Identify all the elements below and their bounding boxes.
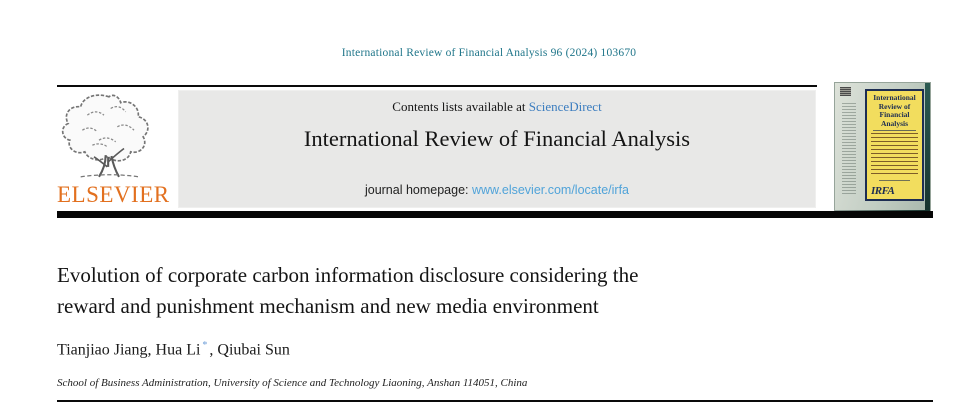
cover-title-line: Review of (878, 101, 911, 111)
elsevier-wordmark: ELSEVIER (57, 182, 170, 207)
article-title-line1: Evolution of corporate carbon informatio… (57, 263, 639, 287)
cover-footer-line (879, 180, 910, 181)
article-title: Evolution of corporate carbon informatio… (57, 260, 877, 322)
corresponding-author-marker[interactable]: * (202, 340, 208, 351)
author-separator: , (209, 341, 218, 359)
elsevier-tree-icon (57, 90, 177, 182)
contents-line-prefix: Contents lists available at (392, 99, 529, 114)
author-list: Tianjiao Jiang, Hua Li *, Qiubai Sun (57, 340, 877, 359)
header-bottom-bar (57, 211, 933, 218)
cover-title-line: International (873, 93, 916, 102)
cover-side-text (842, 103, 856, 195)
header-top-rule (57, 85, 817, 87)
cover-contents-lines (871, 133, 918, 177)
journal-citation-line: International Review of Financial Analys… (341, 47, 637, 59)
affiliation-line: School of Business Administration, Unive… (57, 377, 528, 389)
cover-irfa-logo: IRFA (871, 185, 895, 197)
section-divider-rule (57, 400, 933, 402)
journal-banner: Contents lists available at ScienceDirec… (178, 90, 816, 208)
article-title-line2: reward and punishment mechanism and new … (57, 294, 599, 318)
journal-cover-thumbnail: International Review of Financial Analys… (835, 83, 930, 213)
journal-title: International Review of Financial Analys… (303, 126, 691, 151)
homepage-line-prefix: journal homepage: (364, 183, 472, 197)
author-name: Qiubai Sun (217, 341, 290, 359)
sciencedirect-link[interactable]: ScienceDirect (528, 99, 602, 114)
cover-title-line: Financial (879, 110, 910, 119)
homepage-line: journal homepage: www.elsevier.com/locat… (178, 183, 816, 197)
elsevier-logo: ELSEVIER (57, 90, 177, 208)
contents-line: Contents lists available at ScienceDirec… (178, 99, 816, 115)
cover-publisher-mark (840, 87, 851, 96)
author-separator: , (147, 341, 156, 359)
cover-yellow-panel: International Review of Financial Analys… (865, 89, 924, 201)
author-name: Tianjiao Jiang (57, 341, 148, 359)
cover-divider (873, 130, 916, 131)
homepage-link[interactable]: www.elsevier.com/locate/irfa (472, 183, 630, 197)
cover-spine-shadow (925, 83, 930, 213)
author-name: Hua Li (155, 341, 201, 359)
cover-title-line: Analysis (880, 118, 909, 128)
